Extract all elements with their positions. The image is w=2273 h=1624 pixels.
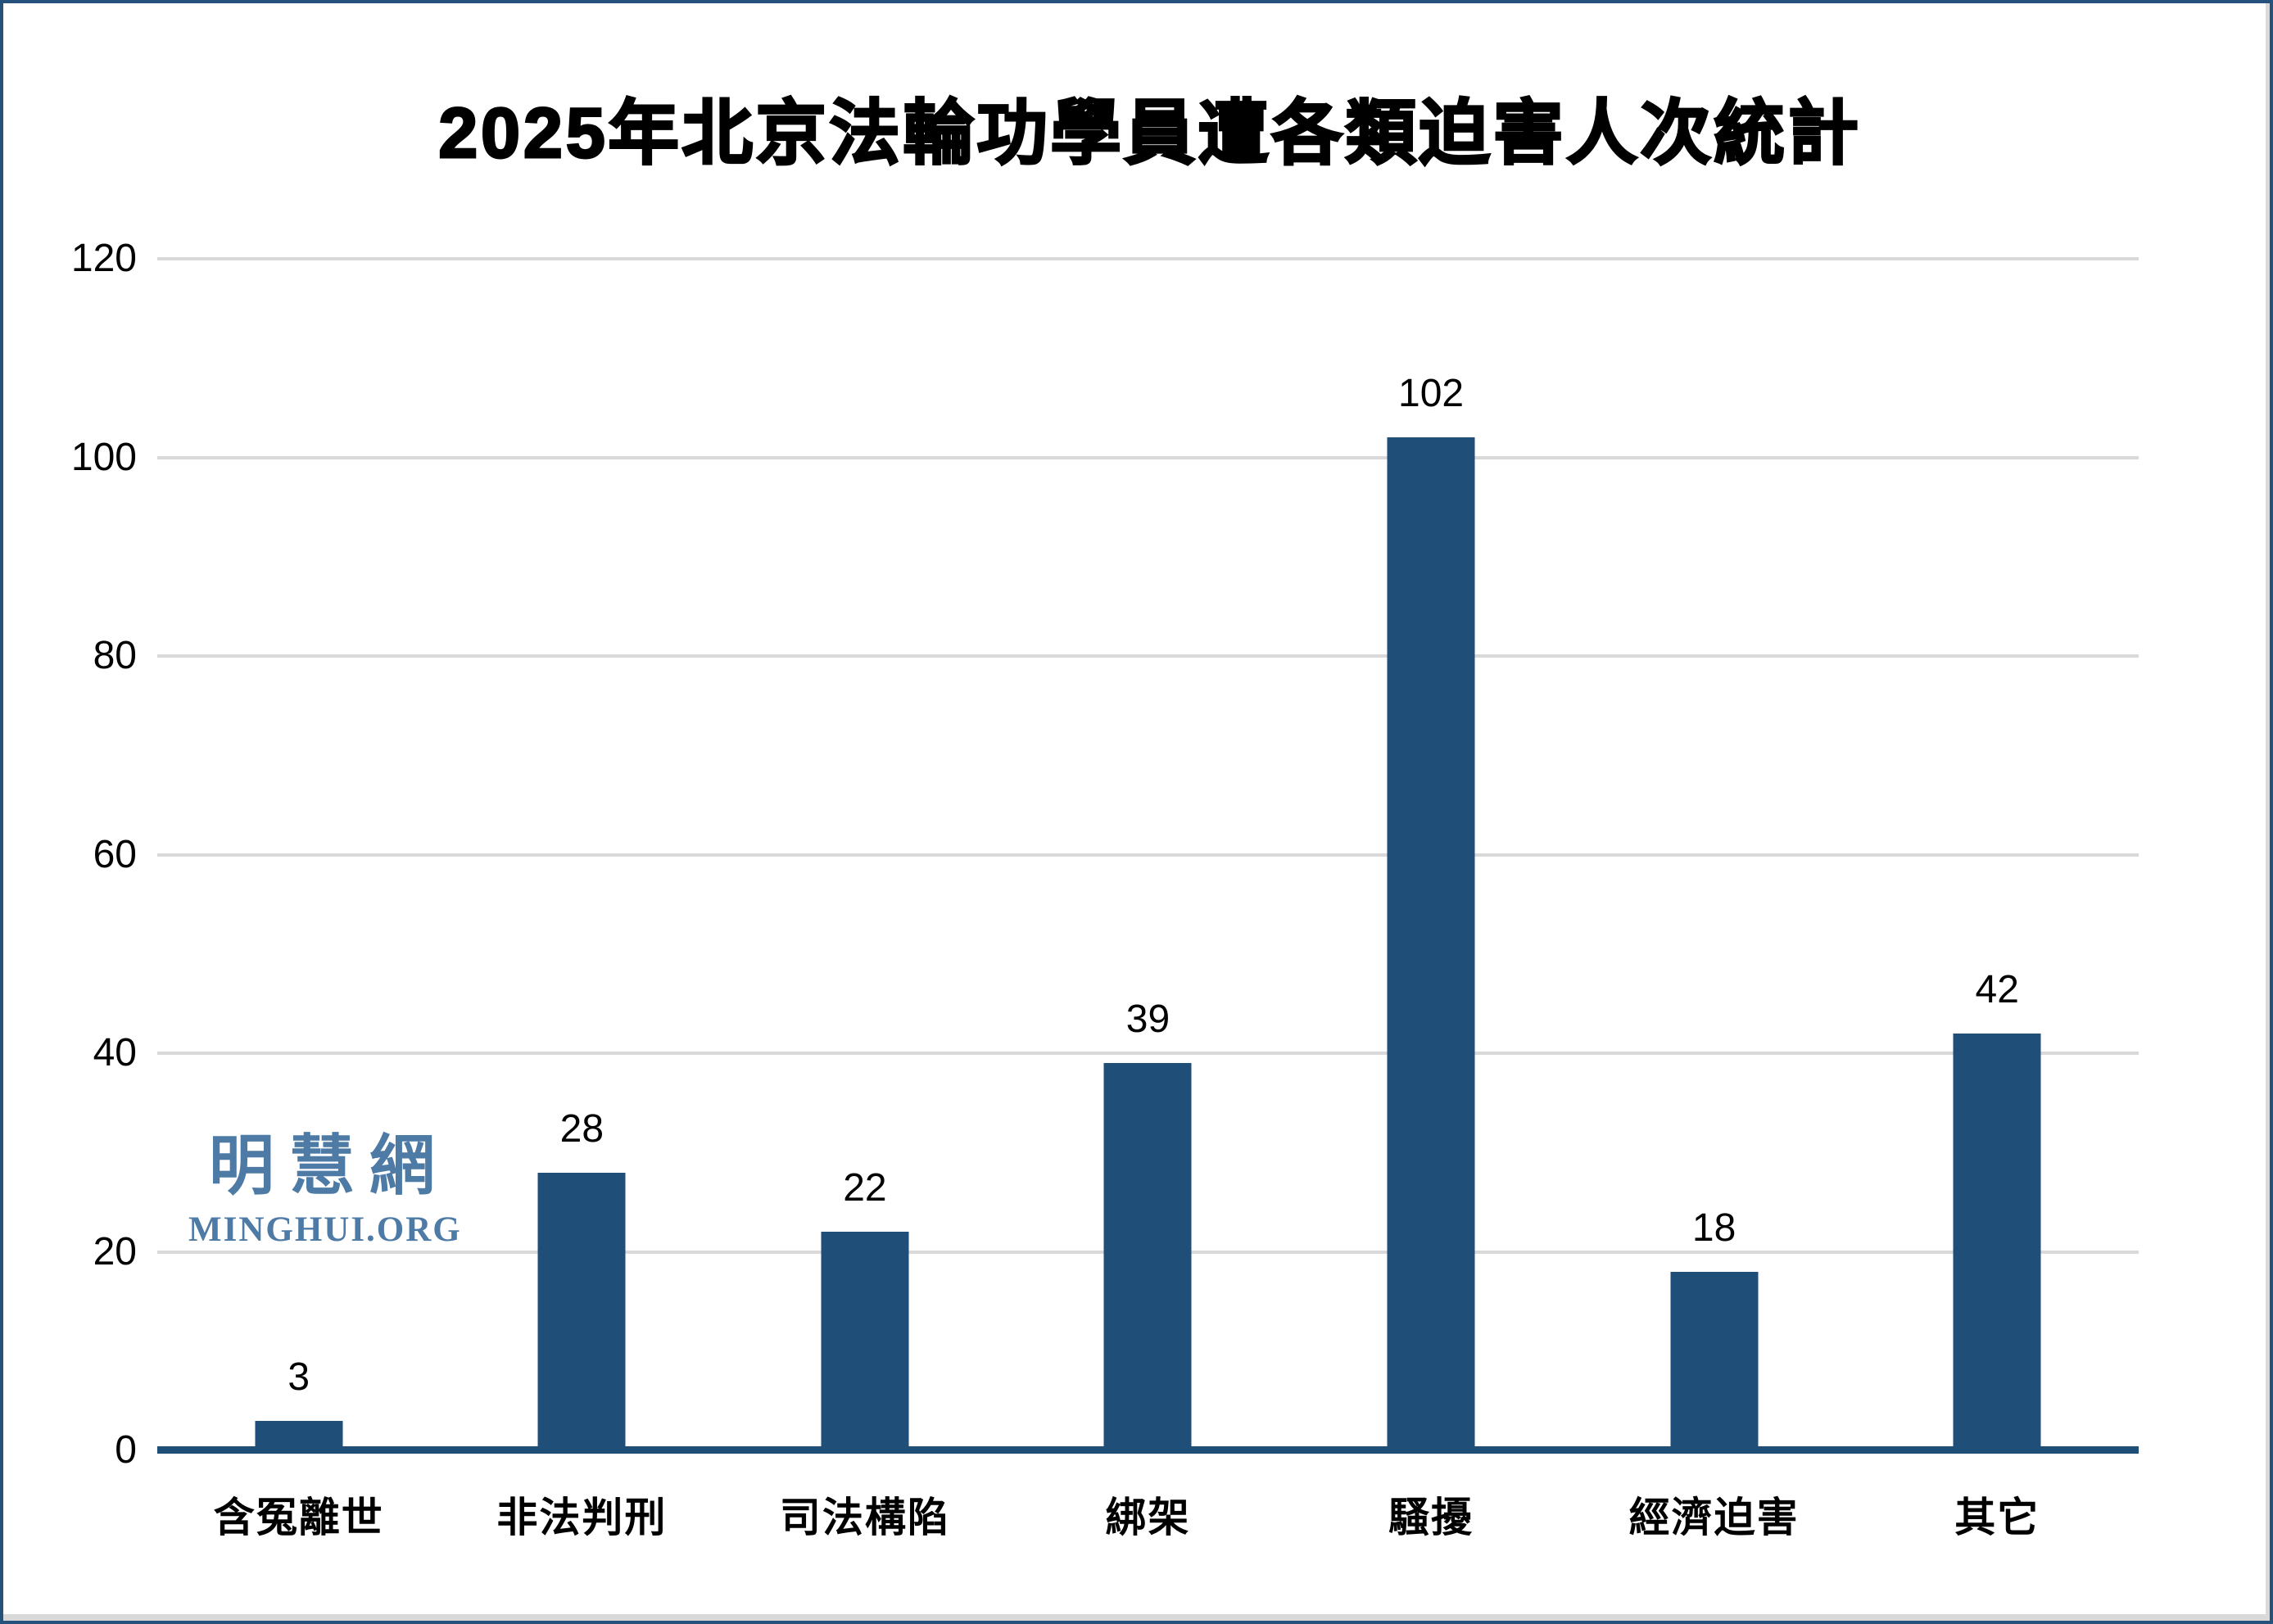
gridline-40: [157, 1052, 2139, 1055]
bar-value-label: 39: [1125, 997, 1170, 1042]
chart-title: 2025年北京法輪功學員遭各類迫害人次統計: [437, 93, 1862, 174]
bar-value-label: 102: [1398, 372, 1465, 416]
x-axis-category-label: 綁架: [1105, 1495, 1191, 1540]
bar: [1387, 437, 1475, 1450]
x-axis-category-label: 經濟迫害: [1628, 1495, 1800, 1540]
watermark-cjk-text: 明慧網: [208, 1129, 450, 1202]
bar-value-label: 18: [1691, 1206, 1736, 1250]
gridline-80: [157, 654, 2139, 658]
category-slot: 102 騷擾: [1289, 259, 1573, 1540]
bar: [255, 1420, 343, 1450]
plot-area: 0 20 40 60 80 100 120 3 含冤離世 28 非法判刑 22 司法構陷 39 綁架 102…: [71, 237, 2139, 1541]
category-slot: 28 非法判刑: [441, 259, 724, 1541]
bar: [821, 1232, 909, 1450]
category-slot: 18 經濟迫害: [1573, 259, 1856, 1540]
x-axis-category-label: 含冤離世: [213, 1495, 384, 1540]
gridline-60: [157, 853, 2139, 857]
y-axis-tick-label-0: 0: [115, 1428, 137, 1472]
category-slot: 39 綁架: [1007, 259, 1290, 1540]
category-slot: 3 含冤離世: [157, 259, 441, 1540]
category-slot: 42 其它: [1855, 259, 2139, 1540]
y-axis-tick-label-100: 100: [70, 435, 137, 479]
x-axis-line: [157, 1446, 2139, 1454]
bar: [1670, 1271, 1759, 1450]
gridline-120: [157, 257, 2139, 260]
y-axis-tick-label-40: 40: [93, 1031, 137, 1074]
x-axis-category-label: 騷擾: [1388, 1495, 1474, 1540]
bar-value-label: 28: [559, 1106, 604, 1151]
gridline-100: [157, 455, 2139, 459]
y-axis-tick-label-60: 60: [93, 832, 137, 876]
y-axis-tick-label-20: 20: [93, 1229, 137, 1273]
bar-value-label: 3: [288, 1355, 310, 1399]
x-axis-category-label: 其它: [1954, 1495, 2040, 1540]
category-slot: 22 司法構陷: [723, 259, 1007, 1540]
bar-value-label: 22: [843, 1166, 887, 1210]
x-axis-category-label: 非法判刑: [496, 1495, 668, 1540]
bar-value-label: 42: [1975, 967, 2019, 1011]
watermark-latin-text: MINGHUI.ORG: [188, 1210, 462, 1249]
x-axis-category-label: 司法構陷: [779, 1495, 950, 1540]
bar: [1953, 1033, 2041, 1450]
y-axis-tick-label-120: 120: [70, 237, 137, 280]
bar: [537, 1172, 626, 1450]
y-axis-tick-label-80: 80: [93, 634, 137, 677]
bar: [1103, 1063, 1192, 1450]
minghui-watermark: 明慧網 MINGHUI.ORG: [188, 1129, 462, 1249]
